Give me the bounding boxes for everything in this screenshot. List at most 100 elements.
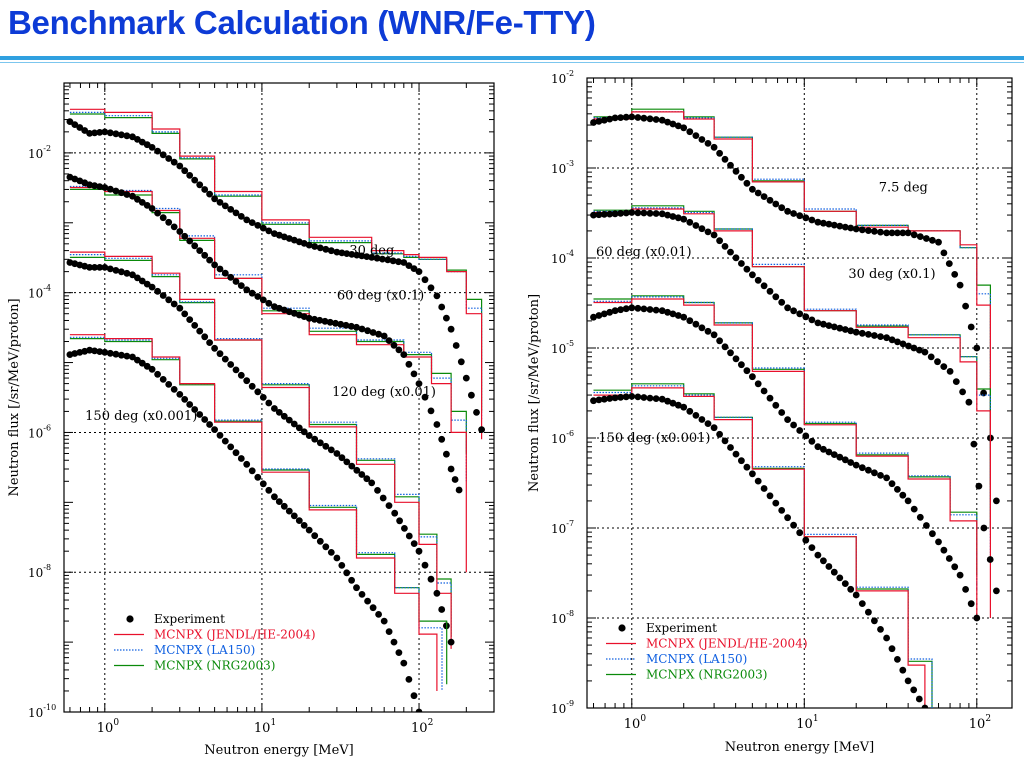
experiment-point (421, 561, 429, 569)
experiment-point (956, 281, 964, 289)
experiment-point (858, 329, 866, 337)
experiment-point (877, 228, 884, 236)
legend: Experiment MCNPX (JENDL/HE-2004)MCNPX (LA… (114, 612, 316, 673)
experiment-point (710, 231, 718, 239)
experiment-point (327, 247, 335, 255)
experiment-point (910, 505, 918, 513)
experiment-point (692, 412, 700, 419)
experiment-point (652, 306, 660, 314)
experiment-point (674, 122, 682, 130)
experiment-point (727, 349, 734, 357)
experiment-point (243, 286, 251, 294)
y-tick-label: 10-2 (28, 144, 51, 161)
experiment-point (802, 214, 810, 222)
experiment-point (322, 442, 330, 450)
experiment-point (669, 310, 677, 318)
experiment-point (754, 189, 762, 197)
experiment-point (732, 254, 740, 262)
experiment-point (112, 350, 120, 358)
experiment-point (165, 296, 173, 304)
experiment-point (457, 358, 465, 366)
legend-label: MCNPX (NRG2003) (154, 659, 275, 673)
title-underline (0, 56, 1024, 60)
experiment-point (148, 365, 156, 373)
experiment-point (327, 446, 335, 454)
experiment-point (732, 355, 740, 363)
series-4 (590, 383, 933, 708)
experiment-point (410, 692, 418, 700)
experiment-point (784, 207, 791, 215)
experiment-point (674, 214, 682, 222)
experiment-point (841, 456, 849, 464)
experiment-point (808, 544, 816, 551)
experiment-point (796, 427, 804, 434)
experiment-point (929, 236, 936, 244)
experiment-point (421, 276, 429, 284)
legend: Experiment MCNPX (JENDL/HE-2004)MCNPX (LA… (606, 621, 808, 682)
experiment-point (206, 256, 214, 264)
experiment-point (159, 376, 167, 383)
experiment-point (664, 118, 671, 126)
x-tick-label: 100 (624, 714, 647, 732)
experiment-point (721, 437, 729, 445)
experiment-point (395, 258, 402, 266)
experiment-point (847, 224, 855, 232)
experiment-point (259, 394, 267, 401)
experiment-point (300, 428, 308, 436)
experiment-point (686, 407, 694, 415)
experiment-point (159, 292, 167, 299)
experiment-point (452, 342, 460, 349)
experiment-point (743, 265, 751, 273)
experiment-point (796, 310, 804, 318)
experiment-point (248, 219, 256, 227)
experiment-point (333, 450, 341, 457)
experiment-point (211, 261, 219, 269)
plot-frame (586, 77, 1013, 709)
experiment-point (617, 393, 624, 401)
experiment-point (962, 586, 969, 593)
experiment-point (847, 327, 855, 335)
la150-line (69, 185, 467, 482)
experiment-point (473, 409, 480, 416)
experiment-point (686, 317, 694, 325)
y-tick-label: 10-6 (551, 429, 574, 446)
experiment-point (973, 344, 981, 352)
experiment-point (395, 649, 403, 656)
x-tick-label: 101 (254, 718, 276, 736)
experiment-point (154, 147, 162, 155)
experiment-point (590, 313, 597, 321)
experiment-point (680, 215, 688, 223)
experiment-point (138, 277, 146, 285)
experiment-point (738, 260, 745, 267)
jendl-line (69, 251, 452, 649)
experiment-point (96, 264, 104, 271)
experiment-point (221, 355, 229, 363)
experiment-point (305, 526, 313, 534)
experiment-point (640, 114, 648, 122)
experiment-point (634, 114, 642, 121)
experiment-point (170, 223, 178, 231)
experiment-point (243, 216, 251, 224)
experiment-point (640, 394, 648, 401)
experiment-point (332, 319, 339, 327)
experiment-point (101, 264, 109, 271)
experiment-point (170, 158, 178, 166)
experiment-point (368, 254, 376, 261)
experiment-point (154, 287, 162, 295)
experiment-point (206, 421, 214, 428)
experiment-point (841, 326, 849, 333)
experiment-point (181, 310, 189, 318)
experiment-point (704, 420, 712, 427)
experiment-point (106, 129, 114, 137)
experiment-point (280, 412, 288, 420)
experiment-point (91, 182, 98, 190)
experiment-point (686, 128, 694, 136)
experiment-point (710, 331, 718, 339)
experiment-point (101, 184, 109, 191)
la150-line (593, 111, 991, 501)
y-tick-label: 10-8 (551, 609, 574, 626)
experiment-point (123, 269, 131, 277)
experiment-point (658, 307, 666, 315)
experiment-point (664, 308, 671, 316)
experiment-point (337, 320, 345, 328)
